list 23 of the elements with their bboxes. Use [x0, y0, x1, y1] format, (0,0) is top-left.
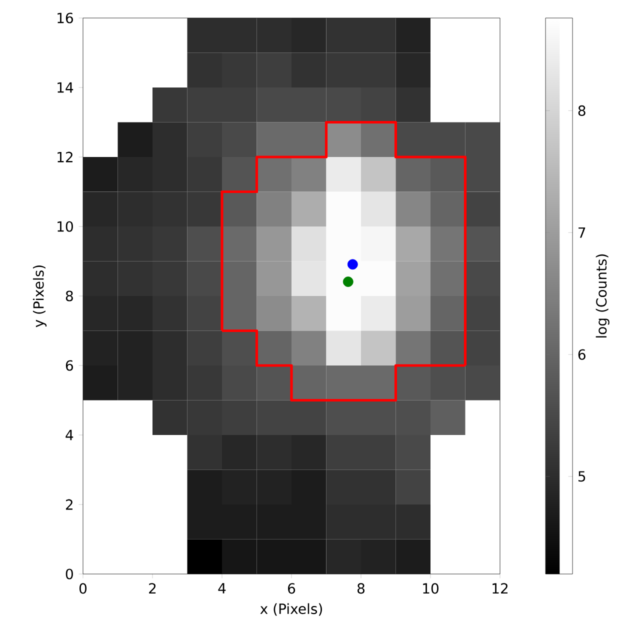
y-tick-label: 2 [66, 499, 72, 510]
y-tick-label: 16 [58, 12, 73, 24]
x-tick-label: 10 [423, 583, 438, 594]
y-axis-title: y (Pixels) [32, 266, 47, 328]
x-tick-label: 6 [288, 583, 296, 594]
y-tick-label: 0 [66, 568, 73, 580]
y-tick-label: 12 [58, 152, 72, 162]
color-bar-label: 6 [578, 349, 586, 360]
x-axis-title: x (Pixels) [260, 603, 322, 616]
x-tick-label: 12 [492, 583, 508, 594]
y-tick-label: 10 [58, 221, 73, 232]
x-tick-label: 0 [79, 583, 87, 594]
x-tick-label: 2 [149, 583, 156, 594]
y-tick-label: 4 [66, 430, 74, 440]
y-tick-label: 6 [66, 360, 73, 371]
color-bar-label: 8 [578, 105, 586, 116]
x-tick-label: 8 [358, 583, 364, 594]
color-bar-label: 7 [578, 227, 586, 238]
color-bar-label: 5 [578, 471, 586, 482]
x-tick-label: 4 [218, 583, 226, 594]
y-tick-label: 8 [66, 290, 73, 302]
color-bar-title: log (Counts) [596, 254, 610, 338]
y-tick-label: 14 [58, 82, 74, 93]
